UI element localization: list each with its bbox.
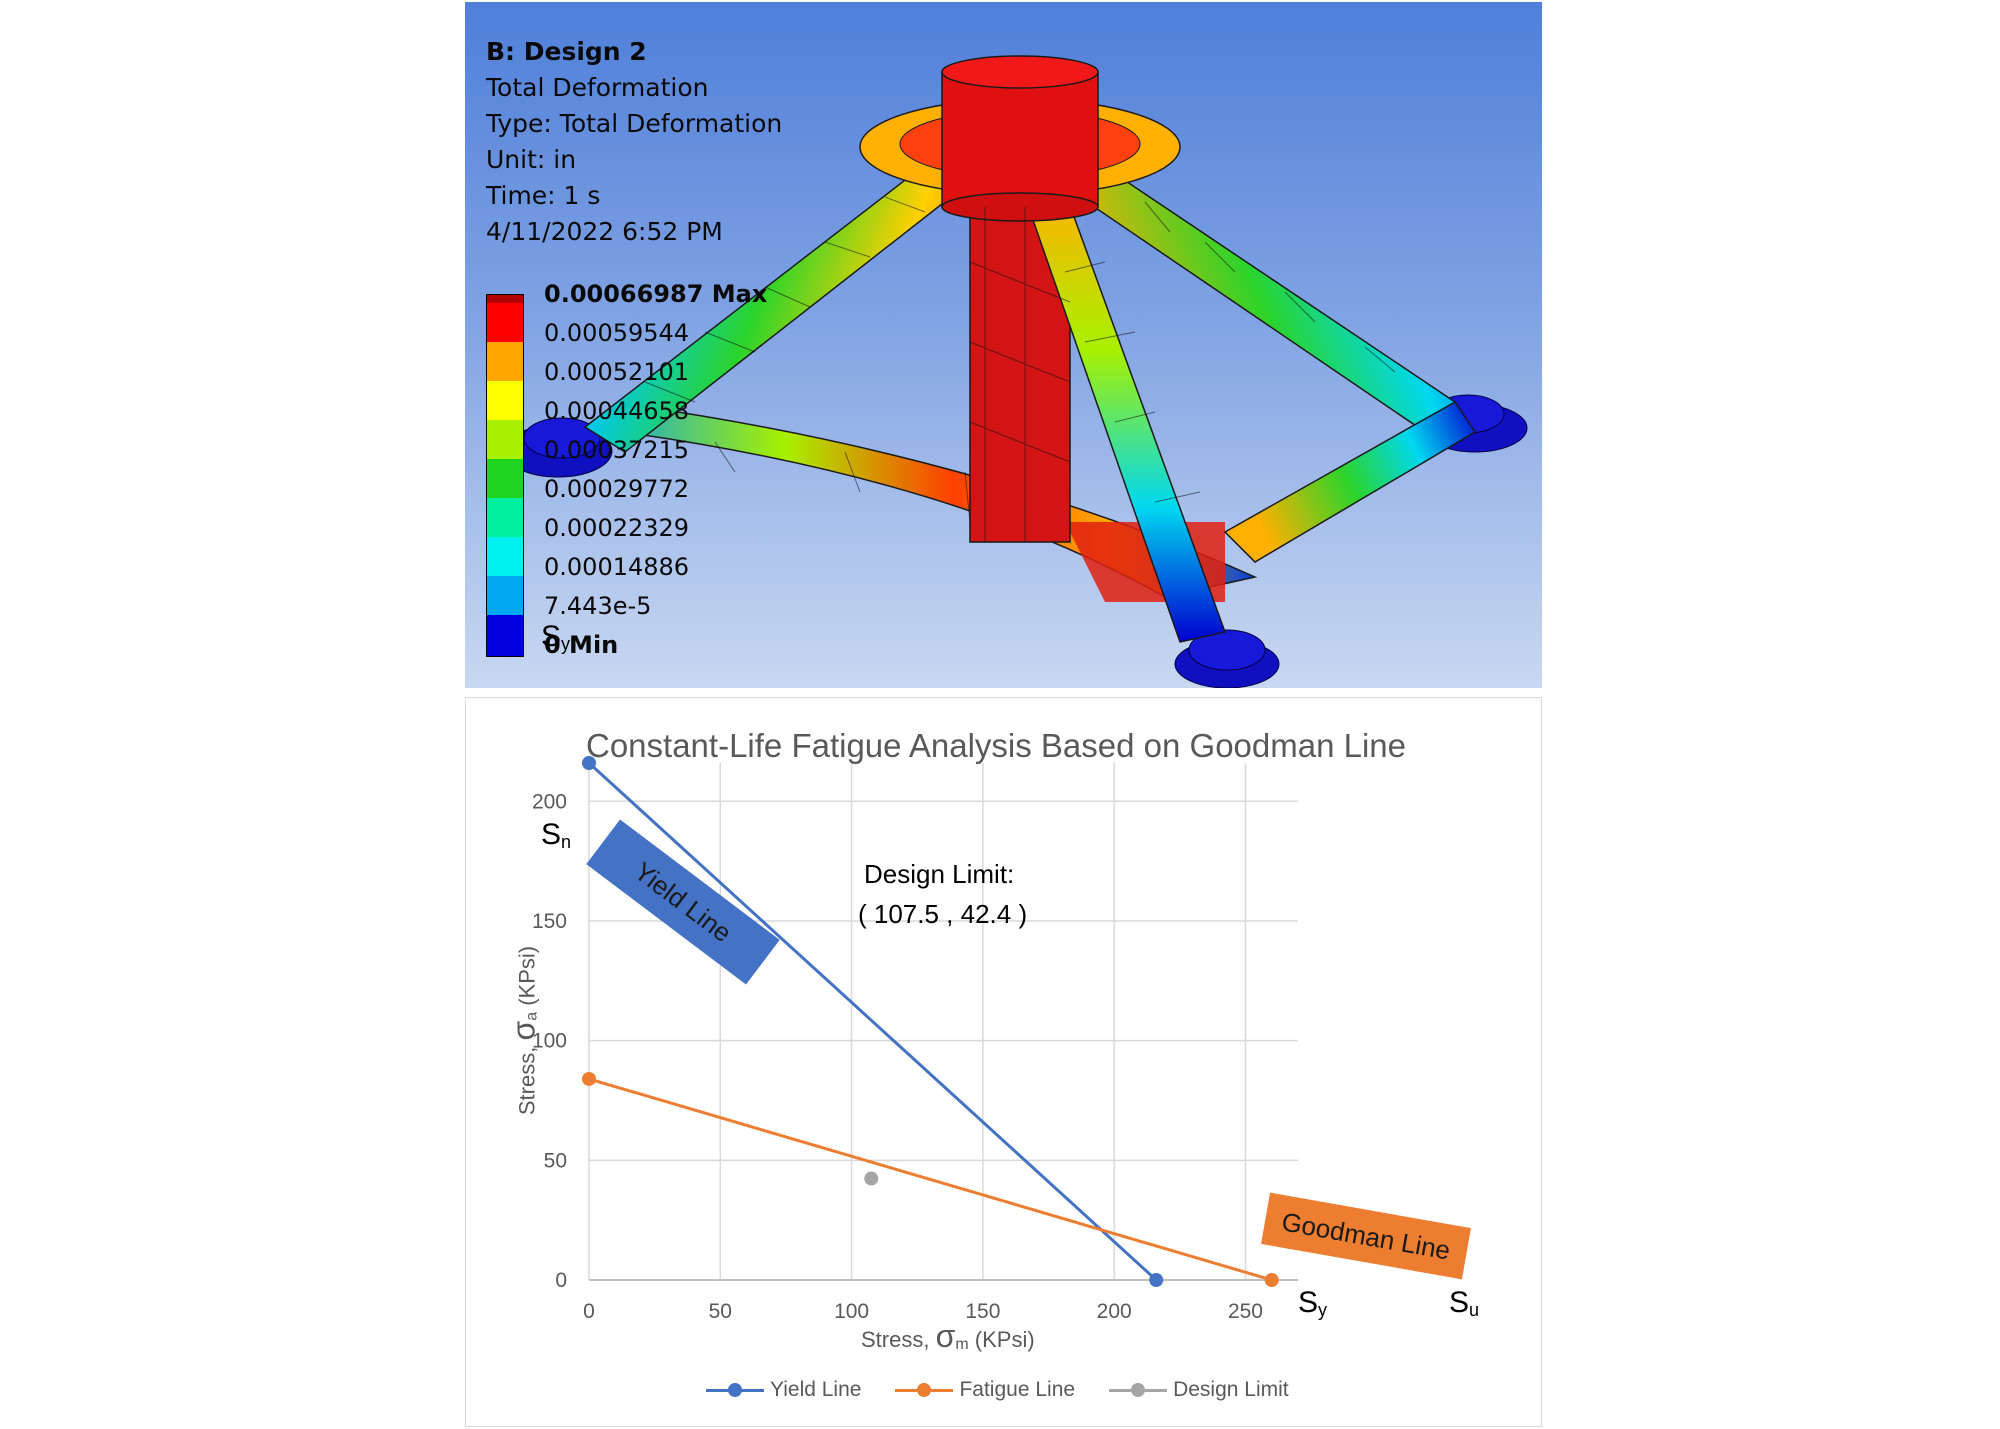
legend-value-label: 0.00022329: [544, 514, 690, 542]
legend-swatch: [487, 498, 523, 537]
goodman-chart-panel: 0 50 100 150 200 250 0 50 100 150 200 Constant-Lif…: [465, 620, 1542, 1427]
fea-info-line: Type: Total Deformation: [486, 109, 783, 138]
legend-label-yield: Yield Line: [770, 1378, 862, 1401]
fea-info-line: Time: 1 s: [486, 181, 601, 210]
legend-swatch: [487, 381, 523, 420]
data-point-design-limit: [864, 1171, 879, 1186]
fea-info-line: 4/11/2022 6:52 PM: [486, 217, 723, 246]
legend-value-label: 7.443e-5: [544, 592, 652, 620]
legend-swatch: [487, 459, 523, 498]
x-axis-title: Stress, σm (KPsi): [861, 1318, 1035, 1354]
legend-value-label: 0.00037215: [544, 436, 690, 464]
sy-bottom-label: Sy: [1298, 1286, 1328, 1320]
deformation-model-render: [503, 55, 1528, 688]
sy-top-label: Sy: [541, 620, 571, 654]
x-tick-label: 50: [709, 1300, 732, 1323]
chart-legend: Yield Line Fatigue Line Design Limit: [706, 1378, 1289, 1402]
x-tick-label: 150: [965, 1300, 1000, 1323]
legend-swatch: [487, 420, 523, 459]
y-tick-label: 200: [532, 790, 567, 813]
legend-swatch-yield: [706, 1383, 764, 1397]
legend-item-design-limit: Design Limit: [1109, 1378, 1289, 1402]
x-tick-label: 0: [583, 1300, 595, 1323]
series-line-yield-line: [587, 761, 1158, 1282]
y-tick-label: 50: [544, 1149, 567, 1172]
y-tick-label: 150: [532, 910, 567, 933]
legend-swatch: [487, 615, 523, 656]
fea-info-line: Total Deformation: [486, 73, 709, 102]
fea-info-block: B: Design 2 Total Deformation Type: Tota…: [486, 34, 782, 250]
legend-value-label: 0.00066987 Max: [544, 280, 768, 308]
data-point-yield-line: [582, 756, 596, 770]
legend-label-fatigue: Fatigue Line: [959, 1378, 1076, 1401]
legend-swatch-fatigue: [895, 1383, 954, 1397]
legend-value-label: 0.00052101: [544, 358, 690, 386]
design-limit-annotation-title: Design Limit:: [864, 859, 1015, 889]
legend-value-label: 0 Min: [544, 631, 619, 659]
design-limit-annotation-value: ( 107.5 , 42.4 ): [858, 899, 1028, 929]
legend-color-bar: [486, 294, 524, 657]
y-tick-label: 0: [555, 1269, 567, 1292]
legend-swatch: [487, 342, 523, 381]
data-point-yield-line: [1149, 1273, 1164, 1287]
y-axis-title: Stress, σa (KPsi): [505, 945, 542, 1116]
legend-swatch: [487, 537, 523, 576]
fea-info-line: Unit: in: [486, 145, 577, 174]
legend-label-design-limit: Design Limit: [1173, 1378, 1289, 1401]
data-point-fatigue-line: [582, 1071, 596, 1086]
chart-title: Constant-Life Fatigue Analysis Based on …: [586, 727, 1407, 764]
series-line-fatigue-line: [588, 1077, 1273, 1282]
legend-swatch-design-limit: [1109, 1383, 1168, 1397]
y-tick-label: 100: [532, 1030, 567, 1053]
legend-value-label: 0.00014886: [544, 553, 690, 581]
legend-value-label: 0.00059544: [544, 319, 690, 347]
x-tick-label: 100: [834, 1300, 869, 1323]
legend-value-label: 0.00029772: [544, 475, 690, 503]
x-tick-label: 250: [1228, 1300, 1263, 1323]
x-tick-label: 200: [1097, 1300, 1132, 1323]
legend-value-label: 0.00044658: [544, 397, 690, 425]
legend-swatch: [487, 295, 523, 303]
data-point-fatigue-line: [1264, 1273, 1279, 1287]
fea-title: B: Design 2: [486, 37, 647, 66]
legend-item-fatigue-line: Fatigue Line: [895, 1378, 1075, 1402]
fea-result-panel: B: Design 2 Total Deformation Type: Tota…: [465, 2, 1542, 688]
legend-swatch: [487, 576, 523, 615]
legend-swatch: [487, 303, 523, 342]
sn-left-label: Sn: [541, 818, 572, 852]
su-bottom-label: Su: [1449, 1286, 1480, 1320]
legend-item-yield-line: Yield Line: [706, 1378, 861, 1402]
